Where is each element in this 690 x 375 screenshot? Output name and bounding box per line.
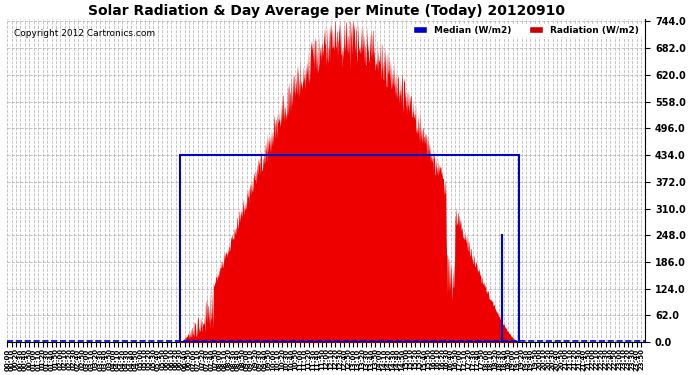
Title: Solar Radiation & Day Average per Minute (Today) 20120910: Solar Radiation & Day Average per Minute… [88,4,564,18]
Text: Copyright 2012 Cartronics.com: Copyright 2012 Cartronics.com [14,29,155,38]
Bar [180,155,520,342]
Legend: Median (W/m2), Radiation (W/m2): Median (W/m2), Radiation (W/m2) [411,24,641,36]
